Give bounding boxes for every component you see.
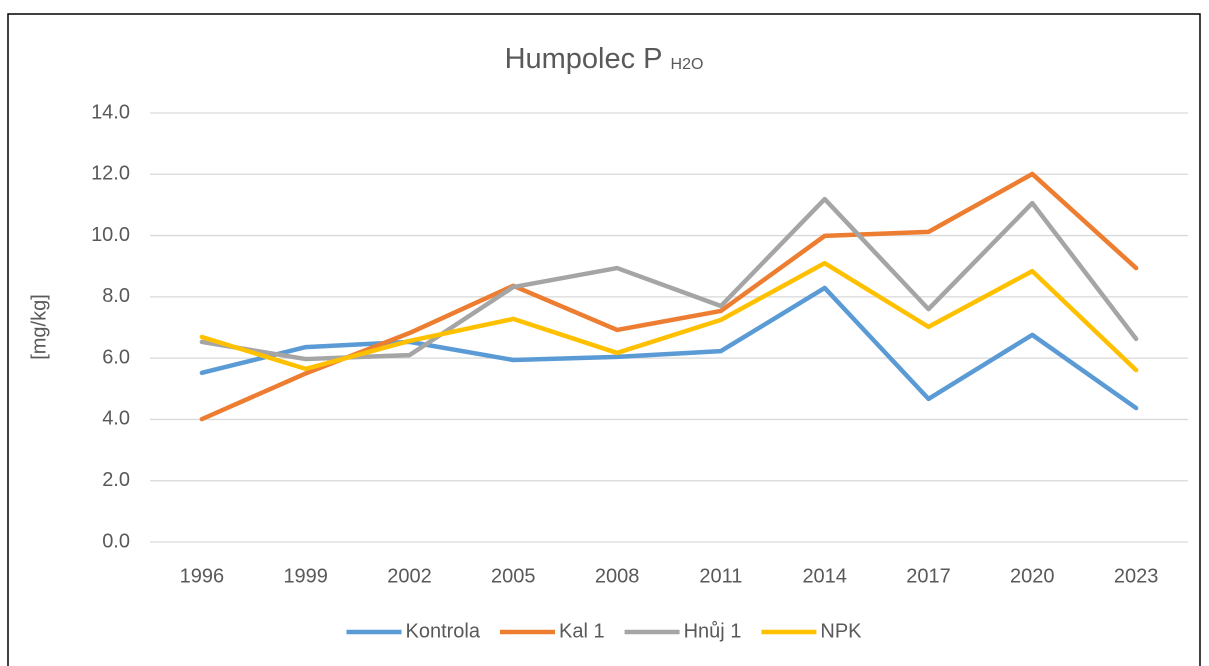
chart-title: Humpolec P H2O <box>505 43 704 75</box>
x-tick-label: 2002 <box>387 565 432 587</box>
x-tick-label: 2005 <box>491 565 536 587</box>
y-tick-label: 14.0 <box>91 101 130 123</box>
legend-label: Kontrola <box>405 620 480 642</box>
line-series <box>199 285 1139 411</box>
line-series <box>199 260 1139 373</box>
y-tick-label: 12.0 <box>91 163 130 185</box>
x-tick-label: 1999 <box>283 565 328 587</box>
x-tick-label: 2008 <box>595 565 640 587</box>
x-tick-label: 2011 <box>699 565 742 587</box>
y-axis-label: [mg/kg] <box>28 294 50 360</box>
y-tick-label: 10.0 <box>91 224 130 246</box>
x-tick-label: 2017 <box>906 565 951 587</box>
y-tick-label: 4.0 <box>102 408 130 430</box>
x-tick-label: 2014 <box>802 565 847 587</box>
y-tick-label: 8.0 <box>102 285 130 307</box>
x-tick-label: 2023 <box>1114 565 1159 587</box>
title-subscript: H2O <box>671 56 704 73</box>
y-tick-label: 0.0 <box>102 530 130 552</box>
legend-label: NPK <box>820 620 862 642</box>
legend-label: Kal 1 <box>559 620 605 642</box>
y-tick-label: 6.0 <box>102 346 130 368</box>
title-main: Humpolec P <box>505 43 663 75</box>
legend-label: Hnůj 1 <box>684 620 742 642</box>
x-tick-label: 2020 <box>1010 565 1055 587</box>
x-tick-label: 1996 <box>180 565 225 587</box>
y-tick-label: 2.0 <box>102 469 130 491</box>
